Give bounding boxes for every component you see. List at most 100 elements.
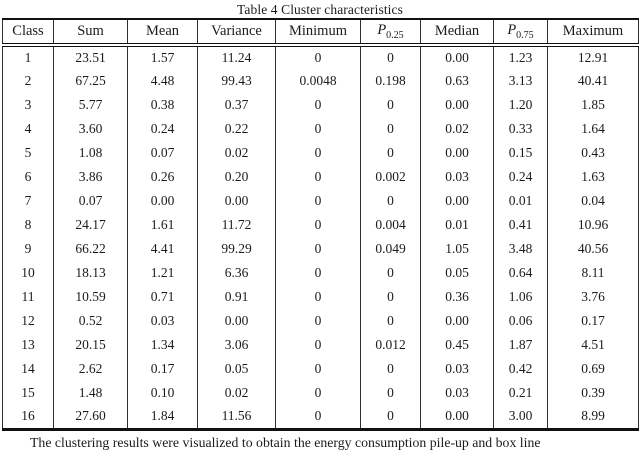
value-cell: 0.39 xyxy=(547,381,639,405)
column-header: Sum xyxy=(53,19,128,47)
table-row: 11 10.59 0.71 0.91 0 0 0.36 1.06 3.76 xyxy=(3,285,639,309)
class-cell: 3 xyxy=(24,97,32,112)
value-cell: 0.15 xyxy=(493,141,548,165)
value-cell: 1.08 xyxy=(53,141,128,165)
column-header: Variance xyxy=(197,19,276,47)
value-cell: 0.21 xyxy=(493,381,548,405)
value-cell: 0.03 xyxy=(420,165,494,189)
value-cell: 0.06 xyxy=(493,309,548,333)
value-cell: 4.51 xyxy=(547,333,639,357)
table-row: 3 5.77 0.38 0.37 0 0 0.00 1.20 1.85 xyxy=(3,93,639,117)
value-cell: 3.76 xyxy=(547,285,639,309)
value-cell: 0.24 xyxy=(127,117,198,141)
value-cell: 0 xyxy=(360,93,421,117)
value-cell: 40.56 xyxy=(547,237,639,261)
value-cell: 0.10 xyxy=(127,381,198,405)
value-cell: 18.13 xyxy=(53,261,128,285)
value-cell: 0.63 xyxy=(420,69,494,93)
value-cell: 3.48 xyxy=(493,237,548,261)
value-cell: 0 xyxy=(275,117,361,141)
class-cell: 13 xyxy=(21,337,35,352)
column-header: Mean xyxy=(127,19,198,47)
value-cell: 0.17 xyxy=(547,309,639,333)
value-cell: 0.42 xyxy=(493,357,548,381)
table-row: 2 67.25 4.48 99.43 0.0048 0.198 0.63 3.13 40.41 xyxy=(3,69,639,93)
column-header: Minimum xyxy=(275,19,361,47)
table-row: 10 18.13 1.21 6.36 0 0 0.05 0.64 8.11 xyxy=(3,261,639,285)
value-cell: 1.63 xyxy=(547,165,639,189)
value-cell: 0 xyxy=(275,309,361,333)
value-cell: 0.07 xyxy=(127,141,198,165)
value-cell: 1.87 xyxy=(493,333,548,357)
value-cell: 3.06 xyxy=(197,333,276,357)
value-cell: 0 xyxy=(275,45,361,69)
value-cell: 0.38 xyxy=(127,93,198,117)
table-row: 12 0.52 0.03 0.00 0 0 0.00 0.06 0.17 xyxy=(3,309,639,333)
class-cell: 11 xyxy=(21,289,35,304)
value-cell: 0 xyxy=(275,357,361,381)
value-cell: 0 xyxy=(275,189,361,213)
value-cell: 1.05 xyxy=(420,237,494,261)
value-cell: 1.06 xyxy=(493,285,548,309)
value-cell: 99.29 xyxy=(197,237,276,261)
class-cell: 1 xyxy=(24,50,32,65)
table-title: Table 4 Cluster characteristics xyxy=(237,2,403,17)
value-cell: 0 xyxy=(360,309,421,333)
value-cell: 0.00 xyxy=(420,45,494,69)
class-cell: 9 xyxy=(24,241,32,256)
value-cell: 0 xyxy=(275,93,361,117)
class-cell: 15 xyxy=(21,385,35,400)
value-cell: 0 xyxy=(275,141,361,165)
value-cell: 0.03 xyxy=(420,381,494,405)
value-cell: 0.02 xyxy=(420,117,494,141)
value-cell: 0.45 xyxy=(420,333,494,357)
value-cell: 0.00 xyxy=(420,93,494,117)
column-header: Median xyxy=(420,19,494,47)
value-cell: 23.51 xyxy=(53,45,128,69)
value-cell: 0.01 xyxy=(493,189,548,213)
value-cell: 1.85 xyxy=(547,93,639,117)
value-cell: 0.24 xyxy=(493,165,548,189)
value-cell: 6.36 xyxy=(197,261,276,285)
value-cell: 0 xyxy=(275,261,361,285)
value-cell: 4.41 xyxy=(127,237,198,261)
value-cell: 0.01 xyxy=(420,213,494,237)
value-cell: 0.004 xyxy=(360,213,421,237)
value-cell: 20.15 xyxy=(53,333,128,357)
table-row: 7 0.07 0.00 0.00 0 0 0.00 0.01 0.04 xyxy=(3,189,639,213)
value-cell: 0 xyxy=(275,165,361,189)
value-cell: 0 xyxy=(360,189,421,213)
value-cell: 4.48 xyxy=(127,69,198,93)
value-cell: 0.20 xyxy=(197,165,276,189)
value-cell: 1.57 xyxy=(127,45,198,69)
value-cell: 1.34 xyxy=(127,333,198,357)
class-cell: 6 xyxy=(24,169,32,184)
value-cell: 0.71 xyxy=(127,285,198,309)
value-cell: 1.23 xyxy=(493,45,548,69)
value-cell: 0 xyxy=(360,45,421,69)
table-row: 14 2.62 0.17 0.05 0 0 0.03 0.42 0.69 xyxy=(3,357,639,381)
value-cell: 0.198 xyxy=(360,69,421,93)
value-cell: 0 xyxy=(275,333,361,357)
value-cell: 0.00 xyxy=(197,309,276,333)
value-cell: 0.049 xyxy=(360,237,421,261)
value-cell: 0.33 xyxy=(493,117,548,141)
value-cell: 40.41 xyxy=(547,69,639,93)
value-cell: 12.91 xyxy=(547,45,639,69)
value-cell: 0.00 xyxy=(420,189,494,213)
cluster-characteristics-table: Class Sum Mean Variance Minimum P0.25 Median P0… xyxy=(2,18,639,431)
value-cell: 11.72 xyxy=(197,213,276,237)
value-cell: 0 xyxy=(360,285,421,309)
value-cell: 0 xyxy=(275,381,361,405)
value-cell: 0.0048 xyxy=(275,69,361,93)
table-row: 4 3.60 0.24 0.22 0 0 0.02 0.33 1.64 xyxy=(3,117,639,141)
class-cell: 4 xyxy=(24,121,32,136)
class-cell: 10 xyxy=(21,265,35,280)
value-cell: 0.26 xyxy=(127,165,198,189)
value-cell: 10.96 xyxy=(547,213,639,237)
class-cell: 16 xyxy=(21,408,35,424)
value-cell: 0 xyxy=(360,381,421,405)
class-cell: 5 xyxy=(24,145,32,160)
column-header: Class xyxy=(2,19,54,47)
value-cell: 0.07 xyxy=(53,189,128,213)
